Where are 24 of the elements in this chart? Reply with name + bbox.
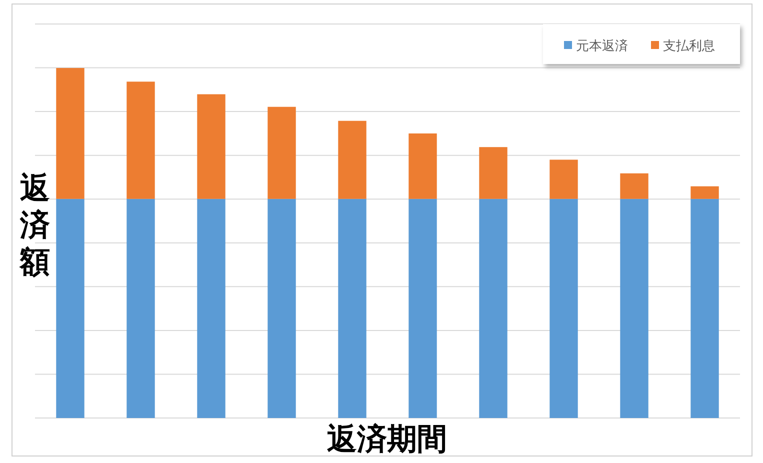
legend-label: 支払利息 xyxy=(663,39,715,54)
x-axis-title: 返済期間 xyxy=(327,422,447,457)
bar xyxy=(197,198,226,418)
bar xyxy=(690,198,719,418)
bar xyxy=(56,68,84,199)
bar xyxy=(338,198,366,418)
bar xyxy=(268,106,296,199)
bar xyxy=(126,82,155,199)
y-axis-title: 返済額 xyxy=(19,171,50,280)
bar xyxy=(690,186,719,199)
bar xyxy=(408,198,437,418)
bar xyxy=(620,198,648,418)
bar xyxy=(268,198,296,418)
bar xyxy=(126,198,155,418)
bar xyxy=(479,198,508,418)
bar xyxy=(197,94,226,199)
bar xyxy=(408,133,437,199)
bar xyxy=(479,147,508,199)
legend-label: 元本返済 xyxy=(576,38,628,54)
bar xyxy=(550,198,578,418)
bar xyxy=(338,120,366,199)
bar xyxy=(550,160,578,199)
bar xyxy=(56,198,84,418)
bar xyxy=(620,173,648,199)
